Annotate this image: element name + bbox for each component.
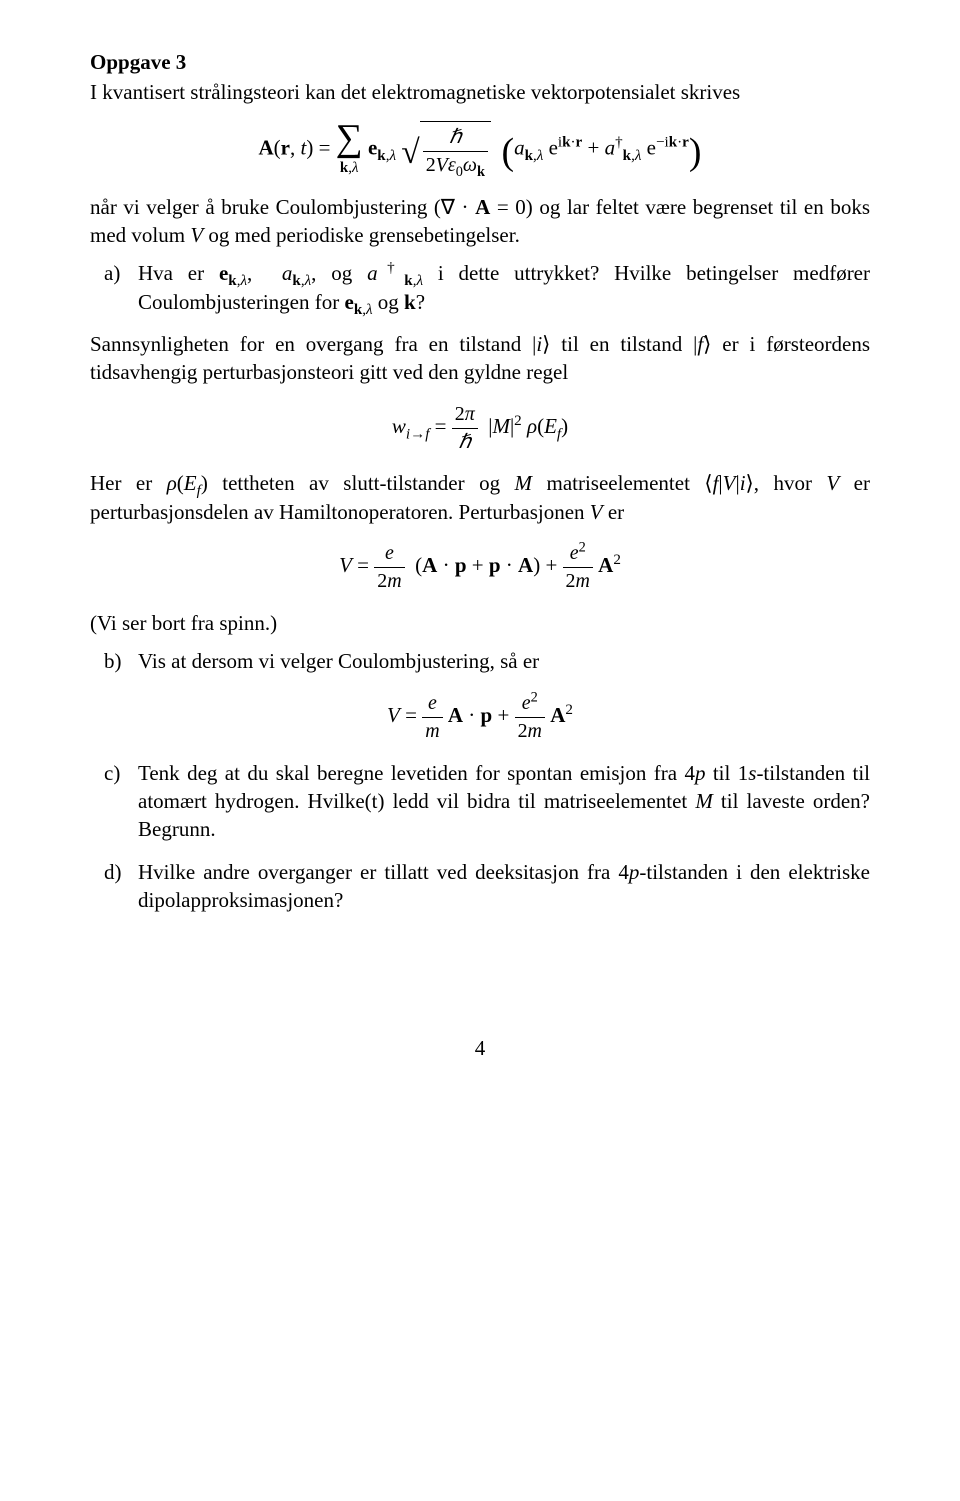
text: Hva er [138,261,219,285]
item-d-body: Hvilke andre overganger er tillatt ved d… [138,858,870,915]
item-b-label: b) [90,647,138,675]
intro-text: I kvantisert strålingsteori kan det elek… [90,78,870,106]
item-b-body: Vis at dersom vi velger Coulombjustering… [138,647,870,675]
rho-M-explain: Her er ρ(Ef) tettheten av slutt-tilstand… [90,469,870,526]
equation-vector-potential: A(r, t) = ∑ k,λ ek,λ √ ℏ 2Vε0ωk (ak,λ ei… [90,121,870,179]
item-d: d) Hvilke andre overganger er tillatt ve… [90,858,870,915]
text: Sannsynligheten for en overgang fra en t… [90,332,532,356]
text: er [603,500,625,524]
text: Hvilke andre overganger er tillatt ved d… [138,860,618,884]
item-a: a) Hva er ek,λ, ak,λ, og a†k,λ i dette u… [90,259,870,316]
item-a-body: Hva er ek,λ, ak,λ, og a†k,λ i dette uttr… [138,259,870,316]
page: Oppgave 3 I kvantisert strålingsteori ka… [0,0,960,1123]
golden-rule-intro: Sannsynligheten for en overgang fra en t… [90,330,870,387]
item-b: b) Vis at dersom vi velger Coulombjuster… [90,647,870,675]
equation-V-coulomb: V = e m A · p + e2 2m A2 [90,690,870,745]
item-c: c) Tenk deg at du skal beregne levetiden… [90,759,870,844]
text: til en tilstand [550,332,693,356]
item-c-label: c) [90,759,138,844]
text: Tenk deg at du skal beregne levetiden fo… [138,761,684,785]
text: i dette uttrykket? Hvilke betingelser me… [138,261,870,313]
spin-note: (Vi ser bort fra spinn.) [90,609,870,637]
text: tettheten av slutt-tilstander og [208,471,515,495]
text: matriseelementet [532,471,704,495]
text: , hvor [754,471,827,495]
text: og [373,290,405,314]
text: og med periodiske grensebetingelser. [203,223,520,247]
item-d-label: d) [90,858,138,915]
problem-heading: Oppgave 3 [90,48,870,76]
equation-golden-rule: wi→f = 2π ℏ |M|2 ρ(Ef) [90,401,870,456]
text: ? [416,290,425,314]
item-c-body: Tenk deg at du skal beregne levetiden fo… [138,759,870,844]
item-a-label: a) [90,259,138,316]
text: Her er [90,471,167,495]
text: til [705,761,737,785]
page-number: 4 [90,1034,870,1062]
equation-perturbation-V: V = e 2m (A · p + p · A) + e2 2m A2 [90,540,870,595]
after-eq1: når vi velger å bruke Coulombjustering (… [90,193,870,250]
text: når vi velger å bruke Coulombjustering ( [90,195,441,219]
